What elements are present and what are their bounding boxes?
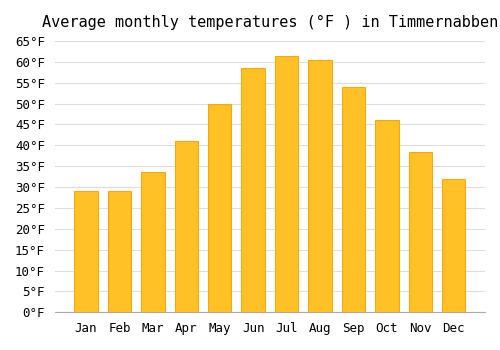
Bar	[208, 104, 232, 312]
Bar	[242, 68, 265, 312]
Title: Average monthly temperatures (°F ) in Timmernabben: Average monthly temperatures (°F ) in Ti…	[42, 15, 498, 30]
Bar	[308, 60, 332, 312]
Bar	[342, 87, 365, 312]
Bar	[375, 120, 398, 312]
Bar	[74, 191, 98, 312]
Bar	[108, 191, 131, 312]
Bar	[141, 173, 165, 312]
Bar	[408, 152, 432, 312]
Bar	[442, 179, 466, 312]
Bar	[275, 56, 298, 312]
Bar	[174, 141, 198, 312]
